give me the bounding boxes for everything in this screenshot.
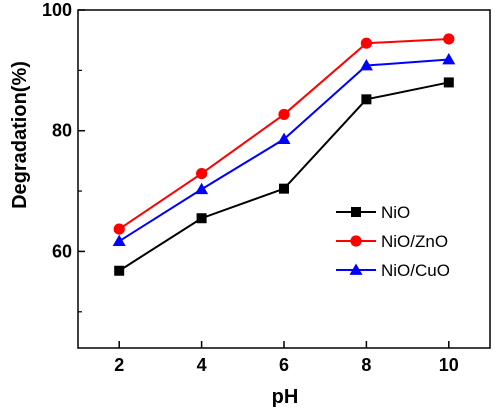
data-point	[195, 182, 209, 195]
legend-label: NiO	[381, 203, 410, 222]
data-point	[196, 213, 207, 224]
x-tick-label: 10	[439, 355, 459, 375]
data-point	[360, 37, 372, 49]
series-nio-zno	[113, 33, 455, 235]
x-tick-label: 2	[114, 355, 124, 375]
y-tick-label: 60	[52, 241, 72, 261]
legend-item-nio-cuo: NiO/CuO	[336, 261, 450, 280]
legend-label: NiO/ZnO	[381, 232, 448, 251]
x-tick-label: 8	[361, 355, 371, 375]
y-tick-label: 100	[42, 0, 72, 20]
data-point	[361, 94, 372, 105]
data-point	[112, 234, 126, 247]
x-axis-title: pH	[272, 386, 299, 408]
legend-item-nio: NiO	[336, 203, 410, 222]
data-point	[196, 167, 208, 180]
data-point	[442, 52, 456, 65]
legend-marker	[349, 263, 363, 275]
data-point	[113, 223, 125, 235]
data-point	[114, 265, 125, 276]
x-tick-label: 6	[279, 355, 289, 375]
legend-item-nio-zno: NiO/ZnO	[336, 232, 448, 251]
legend-marker	[350, 235, 362, 247]
legend-marker	[351, 207, 361, 217]
y-axis-title: Degradation(%)	[9, 61, 31, 209]
series-nio-cuo	[112, 52, 456, 247]
series-nio	[114, 77, 454, 276]
data-point	[278, 108, 290, 121]
y-tick-label: 80	[52, 121, 72, 141]
ticks-layer: 2 4 6 8 10 60 80 100	[42, 0, 459, 375]
x-tick-label: 4	[197, 355, 207, 375]
data-point	[443, 33, 455, 45]
data-point	[277, 132, 291, 145]
data-point	[359, 59, 373, 71]
legend-label: NiO/CuO	[381, 261, 450, 280]
legend: NiO NiO/ZnO NiO/CuO	[336, 203, 450, 280]
data-point	[279, 183, 289, 194]
data-point	[443, 77, 454, 88]
series-layer	[112, 33, 456, 276]
